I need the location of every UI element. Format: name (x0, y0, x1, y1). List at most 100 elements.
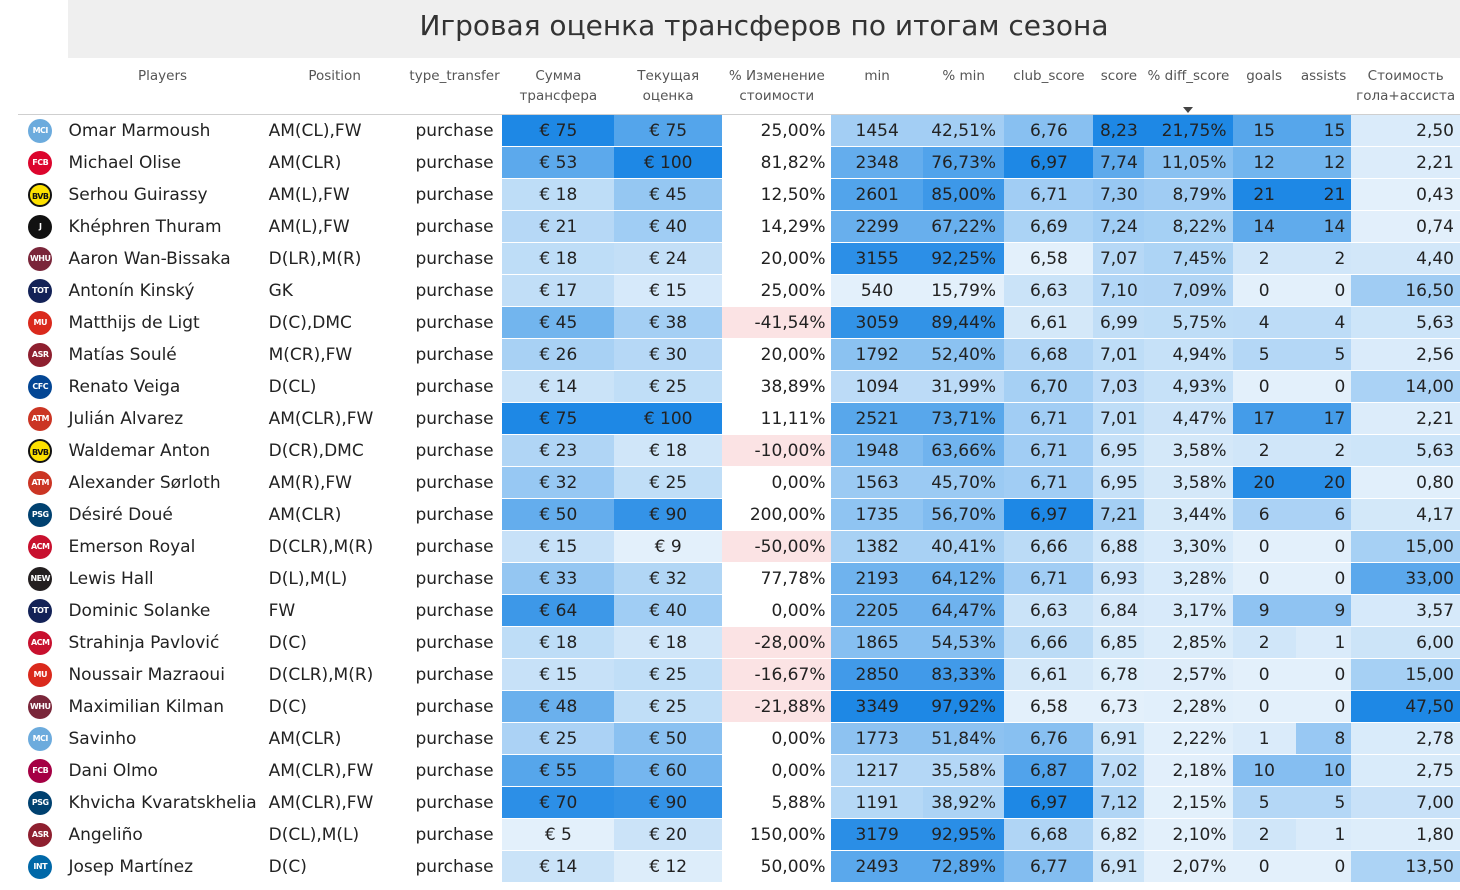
cell-player: Renato Veiga (62, 370, 263, 403)
cell-assists: 12 (1295, 146, 1352, 179)
column-header-type[interactable]: type_transfer (406, 62, 503, 115)
table-row[interactable]: BVB Serhou Guirassy AM(L),FW purchase € 18 € … (18, 178, 1460, 211)
sort-descending-icon[interactable] (1183, 107, 1194, 113)
cell-goals: 2 (1232, 242, 1296, 275)
cell-diff: 4,47% (1144, 402, 1233, 435)
cell-cost-ga: 4,17 (1351, 498, 1460, 531)
cell-value: € 100 (614, 146, 723, 179)
cell-score: 6,91 (1093, 850, 1145, 883)
cell-player: Matías Soulé (62, 338, 263, 371)
cell-cost-ga: 6,00 (1351, 626, 1460, 659)
table-row[interactable]: FCB Dani Olmo AM(CLR),FW purchase € 55 € 60 0,… (18, 754, 1460, 787)
table-row[interactable]: PSG Khvicha Kvaratskhelia AM(CLR),FW purcha… (18, 786, 1460, 819)
table-row[interactable]: NEW Lewis Hall D(L),M(L) purchase € 33 € 32 77… (18, 562, 1460, 595)
cell-score: 6,88 (1093, 530, 1145, 563)
cell-position: D(C) (262, 626, 407, 659)
cell-min: 3349 (831, 690, 923, 723)
column-header-value[interactable]: Текущая оценка (614, 62, 723, 115)
cell-position: M(CR),FW (262, 338, 407, 371)
table-row[interactable]: BVB Waldemar Anton D(CR),DMC purchase € 23 € … (18, 434, 1460, 467)
cell-assists: 4 (1295, 306, 1352, 339)
cell-min-pct: 92,25% (922, 242, 1005, 275)
column-header-assists[interactable]: assists (1295, 62, 1352, 115)
club-logo-icon: WHU (28, 246, 53, 271)
cell-type: purchase (406, 466, 503, 499)
cell-change: -28,00% (722, 626, 832, 659)
table-row[interactable]: ATM Julián Alvarez AM(CLR),FW purchase € 75 €… (18, 402, 1460, 435)
club-logo-cell: FCB (18, 146, 63, 179)
cell-goals: 15 (1232, 114, 1296, 147)
cell-cost-ga: 15,00 (1351, 658, 1460, 691)
table-row[interactable]: ASR Matías Soulé M(CR),FW purchase € 26 € 30 2… (18, 338, 1460, 371)
column-header-fee[interactable]: Сумма трансфера (502, 62, 615, 115)
column-header-label: Players (138, 68, 188, 84)
cell-type: purchase (406, 402, 503, 435)
column-header-club-score[interactable]: club_score (1004, 62, 1094, 115)
table-row[interactable]: TOT Antonín Kinský GK purchase € 17 € 15 25,00… (18, 274, 1460, 307)
table-row[interactable]: ACM Strahinja Pavlović D(C) purchase € 18 € 1… (18, 626, 1460, 659)
cell-change: 14,29% (722, 210, 832, 243)
table-row[interactable]: MCI Omar Marmoush AM(CL),FW purchase € 75 € 7… (18, 114, 1460, 147)
table-row[interactable]: WHU Maximilian Kilman D(C) purchase € 48 € 25… (18, 690, 1460, 723)
table-row[interactable]: MU Matthijs de Ligt D(C),DMC purchase € 45 € … (18, 306, 1460, 339)
column-header-player[interactable]: Players (62, 62, 263, 115)
cell-diff: 3,58% (1144, 434, 1233, 467)
table-row[interactable]: FCB Michael Olise AM(CLR) purchase € 53 € 100… (18, 146, 1460, 179)
cell-value: € 90 (614, 786, 723, 819)
cell-fee: € 75 (502, 114, 615, 147)
column-header-cost-ga[interactable]: Стоимость гола+ассиста (1351, 62, 1460, 115)
cell-cost-ga: 2,21 (1351, 146, 1460, 179)
table-row[interactable]: MCI Savinho AM(CLR) purchase € 25 € 50 0,00% 17… (18, 722, 1460, 755)
table-row[interactable]: ATM Alexander Sørloth AM(R),FW purchase € 32… (18, 466, 1460, 499)
table-row[interactable]: CFC Renato Veiga D(CL) purchase € 14 € 25 38,8… (18, 370, 1460, 403)
table-row[interactable]: INT Josep Martínez D(C) purchase € 14 € 12 50,… (18, 850, 1460, 883)
cell-position: AM(CLR),FW (262, 754, 407, 787)
cell-club-score: 6,66 (1004, 626, 1094, 659)
cell-min-pct: 85,00% (922, 178, 1005, 211)
column-header-min-pct[interactable]: % min (922, 62, 1005, 115)
cell-min: 1454 (831, 114, 923, 147)
cell-assists: 1 (1295, 626, 1352, 659)
table-row[interactable]: TOT Dominic Solanke FW purchase € 64 € 40 0,00… (18, 594, 1460, 627)
cell-score: 7,30 (1093, 178, 1145, 211)
cell-goals: 0 (1232, 850, 1296, 883)
cell-assists: 14 (1295, 210, 1352, 243)
cell-min: 1094 (831, 370, 923, 403)
cell-position: AM(CLR) (262, 722, 407, 755)
column-header-position[interactable]: Position (262, 62, 407, 115)
cell-position: AM(CLR) (262, 498, 407, 531)
table-row[interactable]: PSG Désiré Doué AM(CLR) purchase € 50 € 90 200… (18, 498, 1460, 531)
table-row[interactable]: J Khéphren Thuram AM(L),FW purchase € 21 € 40… (18, 210, 1460, 243)
club-logo-cell: FCB (18, 754, 63, 787)
cell-change: 20,00% (722, 242, 832, 275)
cell-diff: 8,22% (1144, 210, 1233, 243)
table-row[interactable]: ASR Angeliño D(CL),M(L) purchase € 5 € 20 150,… (18, 818, 1460, 851)
column-header-score[interactable]: score (1093, 62, 1145, 115)
cell-diff: 3,44% (1144, 498, 1233, 531)
cell-position: FW (262, 594, 407, 627)
table-row[interactable]: ACM Emerson Royal D(CLR),M(R) purchase € 15 €… (18, 530, 1460, 563)
club-logo-icon: ACM (28, 630, 53, 655)
column-header-label: assists (1300, 68, 1347, 84)
cell-value: € 25 (614, 658, 723, 691)
column-header-logo (18, 62, 63, 115)
club-logo-cell: MCI (18, 114, 63, 147)
cell-goals: 4 (1232, 306, 1296, 339)
table-row[interactable]: WHU Aaron Wan-Bissaka D(LR),M(R) purchase € … (18, 242, 1460, 275)
cell-player: Matthijs de Ligt (62, 306, 263, 339)
club-logo-cell: WHU (18, 242, 63, 275)
cell-diff: 5,75% (1144, 306, 1233, 339)
column-header-min[interactable]: min (831, 62, 923, 115)
cell-score: 7,07 (1093, 242, 1145, 275)
cell-fee: € 18 (502, 178, 615, 211)
cell-position: D(CLR),M(R) (262, 658, 407, 691)
column-header-goals[interactable]: goals (1232, 62, 1296, 115)
column-header-label: type_transfer (409, 68, 500, 84)
table-row[interactable]: MU Noussair Mazraoui D(CLR),M(R) purchase € … (18, 658, 1460, 691)
cell-player: Antonín Kinský (62, 274, 263, 307)
cell-position: D(CL) (262, 370, 407, 403)
column-header-change[interactable]: % Изменение стоимости (722, 62, 832, 115)
cell-goals: 2 (1232, 626, 1296, 659)
column-header-diff[interactable]: % diff_score (1144, 62, 1233, 115)
column-header-label: min (864, 68, 890, 84)
